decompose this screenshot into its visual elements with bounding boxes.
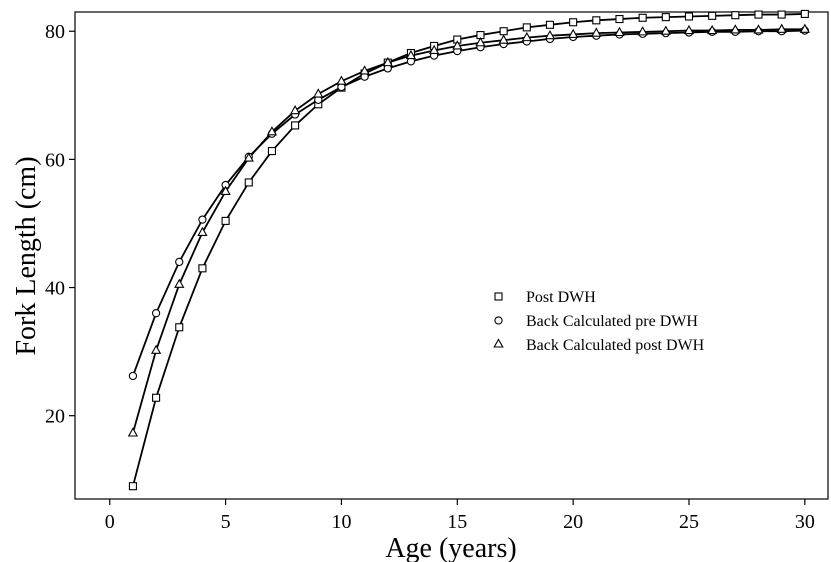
data-point-triangle <box>150 344 162 354</box>
series-line-1 <box>132 29 805 377</box>
series-lines <box>132 13 805 487</box>
data-point-square <box>128 482 137 491</box>
data-point-square <box>499 27 508 36</box>
data-point-triangle <box>336 75 347 85</box>
data-point-square <box>684 12 694 21</box>
data-point-square <box>569 18 578 27</box>
data-point-square <box>198 264 207 273</box>
data-point-triangle <box>452 40 463 50</box>
y-axis-title: Fork Length (cm) <box>11 156 42 355</box>
data-point-square <box>661 13 670 22</box>
data-point-triangle <box>197 226 208 236</box>
data-point-triangle <box>405 49 417 60</box>
data-point-triangle <box>289 104 301 115</box>
data-point-circle <box>128 371 138 381</box>
data-point-triangle <box>637 26 648 36</box>
legend-marker-square <box>494 292 503 301</box>
data-point-triangle <box>614 26 625 37</box>
data-point-triangle <box>359 65 370 75</box>
legend-label-back-calc-post-dwh: Back Calculated post DWH <box>526 337 705 354</box>
x-tick-label: 5 <box>221 511 231 533</box>
plot-area-frame <box>74 11 829 500</box>
data-point-triangle <box>521 31 532 42</box>
data-point-triangle <box>544 29 556 40</box>
data-point-triangle <box>660 25 671 35</box>
y-tick-label: 60 <box>45 149 65 171</box>
data-point-square <box>244 178 253 187</box>
legend: Post DWH Back Calculated pre DWH Back Ca… <box>493 289 705 354</box>
y-tick-label: 20 <box>45 406 65 428</box>
data-point-square <box>545 20 555 29</box>
x-axis-ticks: 0 5 10 15 20 25 30 <box>105 499 815 533</box>
data-point-triangle <box>220 185 231 195</box>
data-point-square <box>800 9 809 18</box>
data-point-triangle <box>428 44 440 54</box>
legend-marker-triangle <box>493 338 504 348</box>
x-tick-label: 10 <box>331 511 351 533</box>
x-axis-title: Age (years) <box>385 533 516 562</box>
data-point-triangle <box>243 152 254 162</box>
x-tick-label: 25 <box>679 511 699 533</box>
data-point-square <box>638 13 647 22</box>
data-point-triangle <box>776 23 787 33</box>
y-tick-label: 40 <box>45 278 65 300</box>
data-point-circle <box>175 257 184 267</box>
legend-label-back-calc-pre-dwh: Back Calculated pre DWH <box>526 313 698 330</box>
data-point-square <box>291 121 300 130</box>
data-point-square <box>731 11 740 20</box>
y-axis-ticks: 20 40 60 80 <box>45 21 75 428</box>
x-tick-label: 15 <box>447 511 467 533</box>
data-point-square <box>592 16 601 25</box>
data-point-triangle <box>799 23 810 33</box>
data-point-triangle <box>753 24 764 34</box>
data-point-triangle <box>730 24 741 34</box>
data-point-square <box>754 10 763 19</box>
legend-marker-circle <box>494 316 503 325</box>
data-point-square <box>777 10 786 19</box>
data-point-triangle <box>591 27 602 37</box>
data-point-triangle <box>707 24 718 35</box>
series-markers <box>127 9 810 491</box>
data-point-circle <box>198 215 207 224</box>
data-point-square <box>175 323 184 332</box>
data-point-triangle <box>382 56 393 67</box>
data-point-square <box>522 23 531 32</box>
data-point-triangle <box>683 24 695 35</box>
data-point-triangle <box>498 34 509 44</box>
series-line-2 <box>132 28 805 434</box>
data-point-triangle <box>568 28 579 38</box>
x-tick-label: 0 <box>105 511 115 533</box>
x-tick-label: 30 <box>795 511 815 533</box>
y-tick-label: 80 <box>45 21 65 43</box>
data-point-square <box>267 147 276 156</box>
data-point-triangle <box>475 37 486 47</box>
data-point-square <box>708 11 717 20</box>
data-point-square <box>152 393 161 402</box>
data-point-triangle <box>127 427 139 437</box>
data-point-triangle <box>174 278 185 288</box>
data-point-triangle <box>313 88 324 98</box>
data-point-circle <box>151 309 161 318</box>
legend-label-post-dwh: Post DWH <box>526 289 596 306</box>
data-point-triangle <box>266 126 278 136</box>
data-point-square <box>221 216 230 225</box>
series-line-0 <box>132 13 805 487</box>
x-tick-label: 20 <box>563 511 583 533</box>
data-point-square <box>615 14 624 24</box>
